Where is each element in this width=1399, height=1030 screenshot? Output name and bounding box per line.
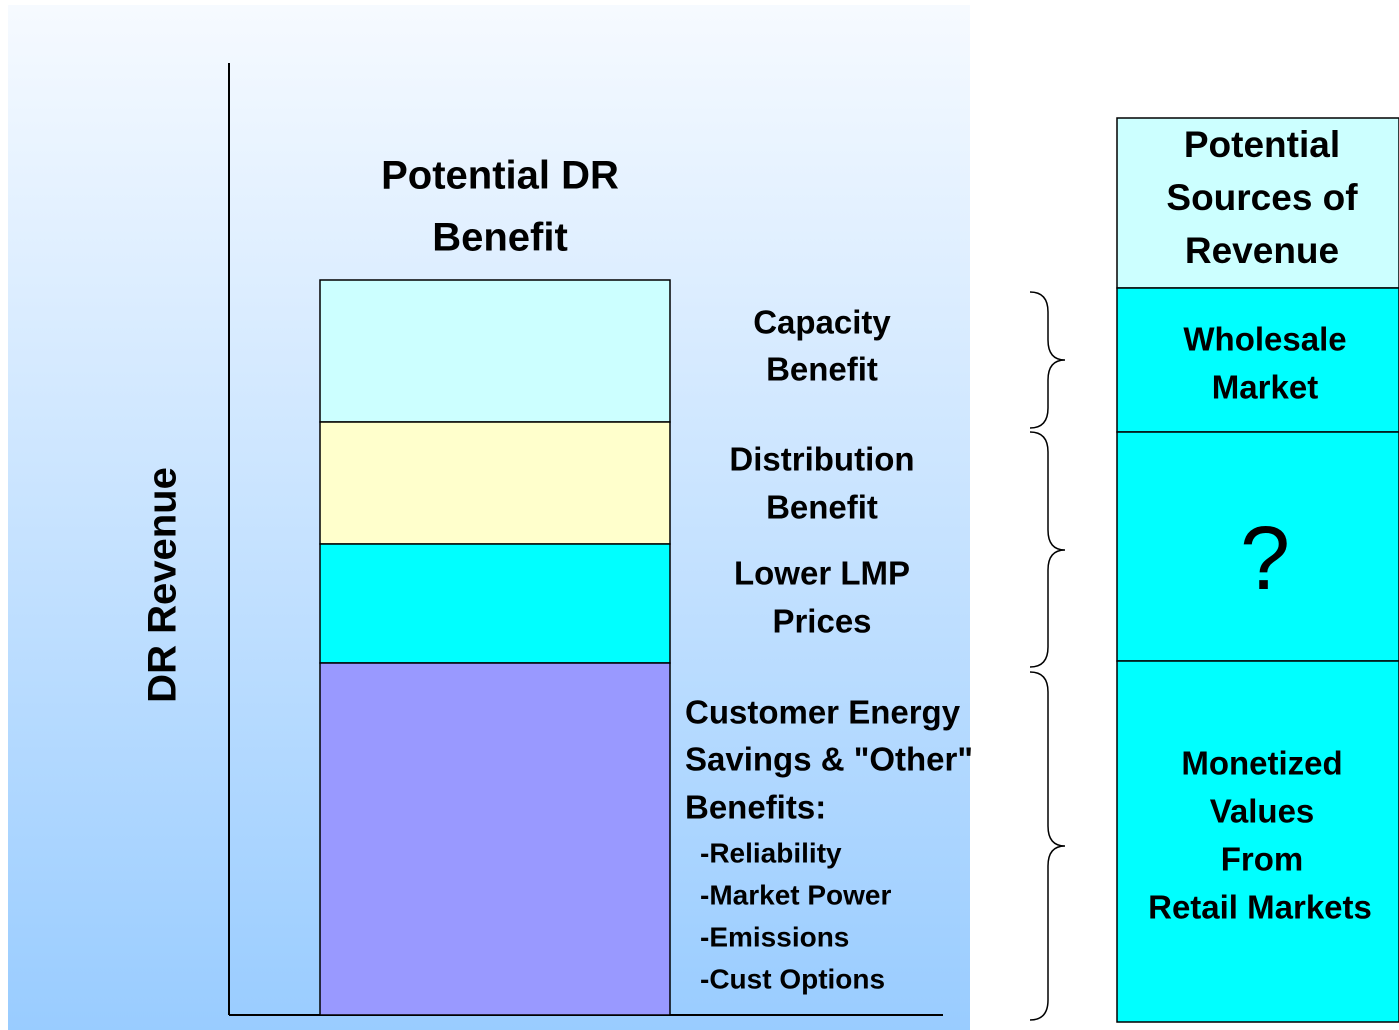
segment-label: Savings & "Other" [685,741,973,778]
table-header-text: Revenue [1185,230,1339,271]
brace [1029,431,1066,668]
bar-title: Potential DR [381,154,619,198]
table-header [1116,117,1399,289]
brace [1029,291,1066,429]
table-cell-text: Values [1210,793,1315,830]
table-row [1116,431,1399,662]
table-header-text: Sources of [1166,177,1358,218]
segment-distribution [319,421,671,545]
table-cell-text: Market [1212,369,1318,406]
benefit-item: -Cust Options [700,963,885,994]
segment-lmp [319,543,671,664]
segment-customer [319,662,671,1016]
table-cell-text: Retail Markets [1148,889,1372,926]
segment-label: Distribution [729,441,914,478]
table-header-text: Potential [1184,124,1340,165]
brace [1029,671,1066,1021]
axis-label: DR Revenue [141,467,185,703]
segment-label: Benefits: [685,789,826,826]
segment-label: Lower LMP [734,555,910,592]
benefit-item: -Reliability [700,837,842,868]
table-cell-text: Wholesale [1183,321,1346,358]
segment-label: Prices [772,603,871,640]
benefit-item: -Emissions [700,921,849,952]
bar-title: Benefit [432,216,568,260]
benefit-item: -Market Power [700,879,891,910]
segment-label: Benefit [766,489,878,526]
segment-label: Benefit [766,351,878,388]
table-row [1116,287,1399,433]
segment-capacity [319,279,671,423]
table-cell-text: From [1221,841,1304,878]
segment-label: Capacity [753,304,891,341]
table-cell-text: Monetized [1181,745,1342,782]
table-cell-text: ? [1240,509,1290,609]
segment-label: Customer Energy [685,694,961,731]
table-row [1116,660,1399,1023]
